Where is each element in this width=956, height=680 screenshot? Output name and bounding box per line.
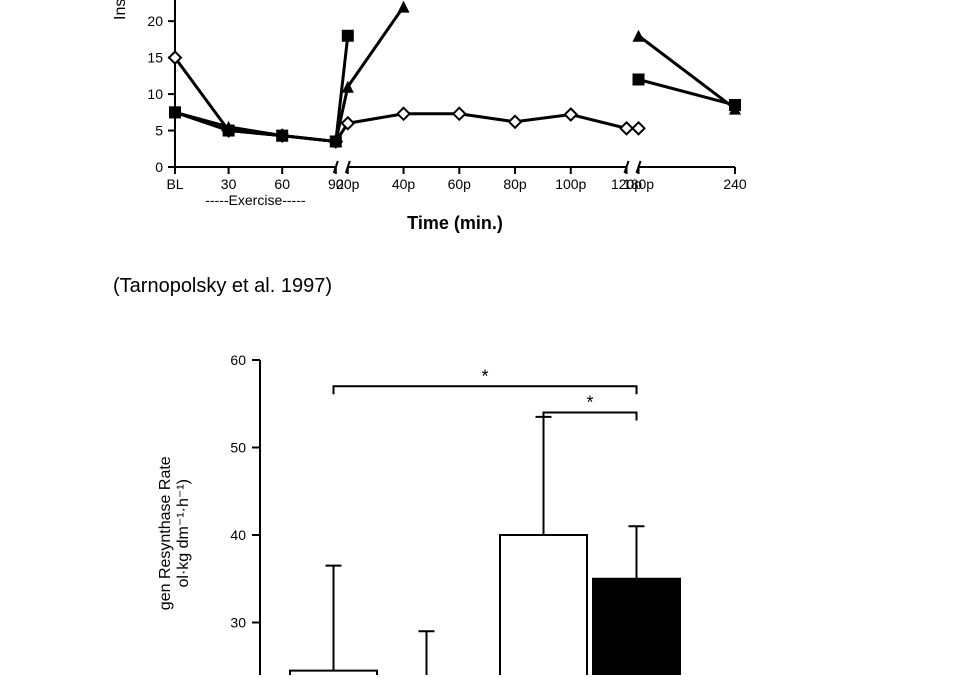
svg-text:40: 40 <box>230 527 246 543</box>
line-chart: Insuli05101520BL30609020p40p60p80p100p12… <box>100 0 760 245</box>
series-filled-triangle <box>169 1 741 148</box>
svg-text:60: 60 <box>230 352 246 368</box>
svg-text:180p: 180p <box>623 176 654 192</box>
bar-chart-svg: gen Resynthase Rateol·kg dm⁻¹·h⁻¹) 30 40 50… <box>150 340 710 675</box>
sig-bracket <box>544 413 637 421</box>
svg-text:0: 0 <box>155 159 163 175</box>
svg-text:80p: 80p <box>503 176 527 192</box>
svg-text:240: 240 <box>723 176 747 192</box>
svg-text:10: 10 <box>147 86 163 102</box>
svg-text:Insuli: Insuli <box>112 0 129 20</box>
citation-text: (Tarnopolsky et al. 1997) <box>113 275 332 298</box>
svg-text:5: 5 <box>155 123 163 139</box>
g2-white <box>500 535 587 675</box>
bar-ylabel: gen Resynthase Rateol·kg dm⁻¹·h⁻¹) <box>157 456 192 610</box>
line-chart-svg: Insuli05101520BL30609020p40p60p80p100p12… <box>100 0 760 245</box>
svg-text:15: 15 <box>147 50 163 66</box>
svg-text:-----Exercise-----: -----Exercise----- <box>205 192 306 208</box>
svg-text:30: 30 <box>221 176 237 192</box>
svg-text:20p: 20p <box>336 176 360 192</box>
svg-text:BL: BL <box>166 176 183 192</box>
bar-chart: gen Resynthase Rateol·kg dm⁻¹·h⁻¹) 30 40 50… <box>150 340 710 675</box>
svg-text:100p: 100p <box>555 176 586 192</box>
svg-text:50: 50 <box>230 440 246 456</box>
svg-text:Time (min.): Time (min.) <box>407 213 503 233</box>
page-root: Insuli05101520BL30609020p40p60p80p100p12… <box>0 0 956 675</box>
svg-text:60p: 60p <box>448 176 472 192</box>
g1-white <box>290 671 377 675</box>
svg-text:20: 20 <box>147 13 163 29</box>
svg-text:30: 30 <box>230 615 246 631</box>
svg-text:60: 60 <box>274 176 290 192</box>
g2-black <box>593 579 680 675</box>
sig-star: * <box>481 366 488 386</box>
sig-star: * <box>586 393 593 413</box>
svg-text:40p: 40p <box>392 176 416 192</box>
